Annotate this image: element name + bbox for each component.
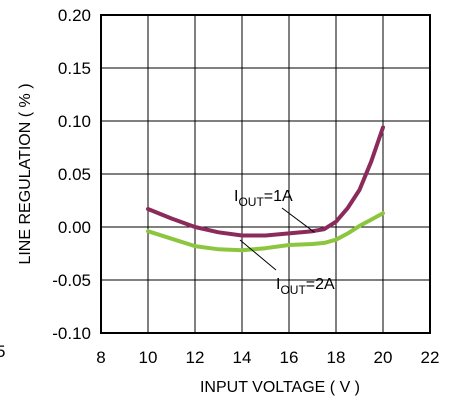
series-annotation: IOUT=2A [276,276,335,297]
y-tick-labels: 0.20 0.15 0.10 0.05 0.00 -0.05 -0.10 [52,6,91,343]
y-tick-label: -0.10 [52,324,91,343]
x-axis-label: INPUT VOLTAGE ( V ) [200,379,360,396]
series-line-2 [146,211,385,253]
series-annotation: IOUT=1A [234,188,293,209]
y-axis-label: LINE REGULATION ( % ) [17,83,34,264]
leader-line [239,239,277,271]
x-tick-labels: 8 10 12 14 16 18 20 22 [96,348,439,367]
x-tick-label: 18 [327,348,346,367]
y-tick-label: 0.20 [58,6,91,25]
x-tick-label: 8 [96,348,105,367]
x-tick-label: 16 [280,348,299,367]
x-tick-label: 12 [186,348,205,367]
x-tick-label: 22 [421,348,440,367]
y-tick-label: 0.00 [58,218,91,237]
y-tick-label: 0.10 [58,112,91,131]
leader-line [281,207,315,233]
y-tick-label: 0.15 [58,59,91,78]
series-line-1 [146,125,385,238]
grid [100,14,431,334]
x-tick-label: 10 [139,348,158,367]
plot-frame [100,14,431,334]
y-tick-label: 0.05 [58,165,91,184]
edge-fragment: 5 [0,342,5,361]
y-tick-label: -0.05 [52,271,91,290]
annotations: IOUT=1A IOUT=2A [234,188,335,297]
series-layer [146,125,385,253]
x-tick-label: 14 [233,348,252,367]
x-tick-label: 20 [374,348,393,367]
